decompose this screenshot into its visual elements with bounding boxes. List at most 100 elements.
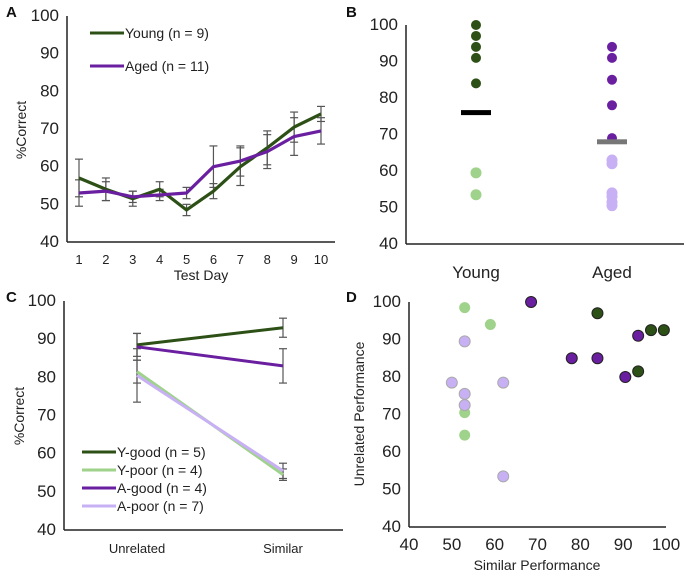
panel-c-legend-label: Y-poor (n = 4) [117, 462, 202, 478]
panel-a-xtick-label: 4 [156, 252, 163, 267]
panel-a-xtick-label: 2 [102, 252, 109, 267]
panel-b-point-poor [606, 200, 618, 212]
panel-a-xtick-label: 8 [264, 252, 271, 267]
panel-d-ytick-label: 40 [382, 517, 401, 536]
panel-d-point-y-good [657, 324, 670, 337]
panel-d-point-a-poor [497, 376, 510, 389]
panel-b-ytick-label: 80 [379, 88, 398, 107]
panel-a-xtick-label: 9 [290, 252, 297, 267]
panel-a-ytick-label: 60 [40, 157, 59, 176]
panel-d-point-y-poor [484, 319, 496, 330]
panel-a-xtick-label: 5 [183, 252, 190, 267]
panel-a-ytick-label: 100 [31, 6, 59, 25]
panel-b-category-label: Young [452, 263, 500, 282]
panel-a-ytick-label: 50 [40, 194, 59, 213]
panel-b-ytick-label: 40 [379, 234, 398, 253]
panel-d-point-a-poor [458, 335, 471, 348]
panel-d-xtick-label: 50 [442, 535, 461, 554]
panel-b-point-good [471, 78, 481, 89]
panel-d-ytick-label: 100 [373, 292, 401, 311]
panel-d-ytick-label: 50 [382, 480, 401, 499]
panel-d-point-y-poor [459, 429, 471, 441]
panel-a-ytick-label: 90 [40, 44, 59, 63]
panel-label-d: D [346, 289, 357, 306]
panel-d-xtick-label: 70 [528, 535, 547, 554]
panel-b-ytick-label: 100 [370, 15, 398, 34]
panel-d-xlabel: Similar Performance [474, 557, 601, 573]
panel-d-point-y-poor [459, 302, 471, 314]
panel-a-ytick-label: 80 [40, 81, 59, 100]
panel-d-ytick-label: 70 [382, 405, 401, 424]
panel-b-point-poor [470, 167, 482, 179]
panel-d-point-a-good [565, 352, 578, 365]
panel-c-ytick-label: 100 [28, 291, 56, 310]
panel-d-point-y-good [632, 365, 645, 378]
panel-b-category-label: Aged [592, 263, 632, 282]
panel-b-mean-bar [597, 139, 627, 145]
panel-b-ytick-label: 70 [379, 125, 398, 144]
panel-d-ytick-label: 60 [382, 442, 401, 461]
panel-a-xtick-label: 6 [210, 252, 217, 267]
panel-d-ytick-label: 90 [382, 330, 401, 349]
panel-b-ytick-label: 90 [379, 52, 398, 71]
panel-a-xlabel: Test Day [174, 267, 228, 283]
panel-d-point-a-good [525, 296, 538, 308]
panel-c-legend-label: A-poor (n = 7) [117, 498, 204, 514]
panel-c-ytick-label: 50 [37, 482, 56, 501]
panel-d-point-a-poor [445, 376, 458, 389]
panel-c-xtick-label: Similar [263, 541, 303, 556]
panel-a-legend-label: Young (n = 9) [125, 25, 209, 41]
panel-label-c: C [6, 289, 17, 306]
panel-c-series-line-a-poor [136, 374, 284, 473]
panel-d-xtick-label: 40 [400, 535, 419, 554]
panel-b-point-good [607, 100, 617, 111]
panel-b-point-good [471, 41, 481, 52]
panel-b-point-good [607, 41, 617, 52]
panel-c-ytick-label: 60 [37, 444, 56, 463]
panel-b-point-poor [606, 158, 618, 170]
panel-d-point-y-good [645, 324, 658, 337]
panel-d-xtick-label: 80 [571, 535, 590, 554]
plot-layer: 40 50 60 70 80 90 100 1 2 3 4 5 6 7 8 9 10 Young (n = 9) A… [28, 6, 684, 556]
panel-c-series-line-a-good [136, 345, 284, 368]
panel-label-a: A [6, 4, 17, 21]
panel-d-point-a-poor [458, 399, 471, 412]
panel-d-point-a-good [591, 352, 604, 365]
panel-d-xtick-label: 90 [614, 535, 633, 554]
panel-c-legend-label: Y-good (n = 5) [117, 444, 206, 460]
panel-b-point-good [471, 30, 481, 41]
panel-b-ytick-label: 50 [379, 198, 398, 217]
panel-b-point-good [607, 52, 617, 63]
panel-a-xtick-label: 1 [75, 252, 82, 267]
panel-d-point-a-good [632, 329, 645, 342]
panel-a-xtick-label: 3 [129, 252, 136, 267]
panel-c-series-line-y-good [136, 326, 284, 347]
panel-a-series-line-aged [78, 129, 322, 199]
panel-b-point-poor [470, 189, 482, 201]
panel-b-mean-bar [461, 110, 491, 116]
panel-d-point-a-poor [497, 470, 510, 483]
panel-d-point-a-poor [458, 387, 471, 400]
panel-b-point-good [607, 74, 617, 85]
panel-label-b: B [346, 4, 357, 21]
panel-a-ylabel: %Correct [13, 101, 29, 159]
panel-a-ytick-label: 40 [40, 232, 59, 251]
panel-c-ytick-label: 70 [37, 406, 56, 425]
panel-b-point-good [471, 52, 481, 63]
panel-c-legend-label: A-good (n = 4) [117, 480, 207, 496]
panel-a-series-line-young [78, 112, 322, 212]
panel-d-xtick-label: 100 [652, 535, 680, 554]
panel-a-legend-label: Aged (n = 11) [125, 58, 209, 74]
panel-c-xtick-label: Unrelated [109, 541, 165, 556]
panel-b-ytick-label: 60 [379, 161, 398, 180]
panel-c-ytick-label: 40 [37, 520, 56, 539]
panel-a-ytick-label: 70 [40, 119, 59, 138]
panel-a-xtick-label: 7 [237, 252, 244, 267]
panel-c-ytick-label: 90 [37, 329, 56, 348]
panel-d-ytick-label: 80 [382, 367, 401, 386]
panel-d-point-a-good [619, 371, 632, 383]
panel-c-ytick-label: 80 [37, 367, 56, 386]
panel-d-point-y-good [591, 307, 604, 320]
panel-b-point-good [471, 20, 481, 30]
